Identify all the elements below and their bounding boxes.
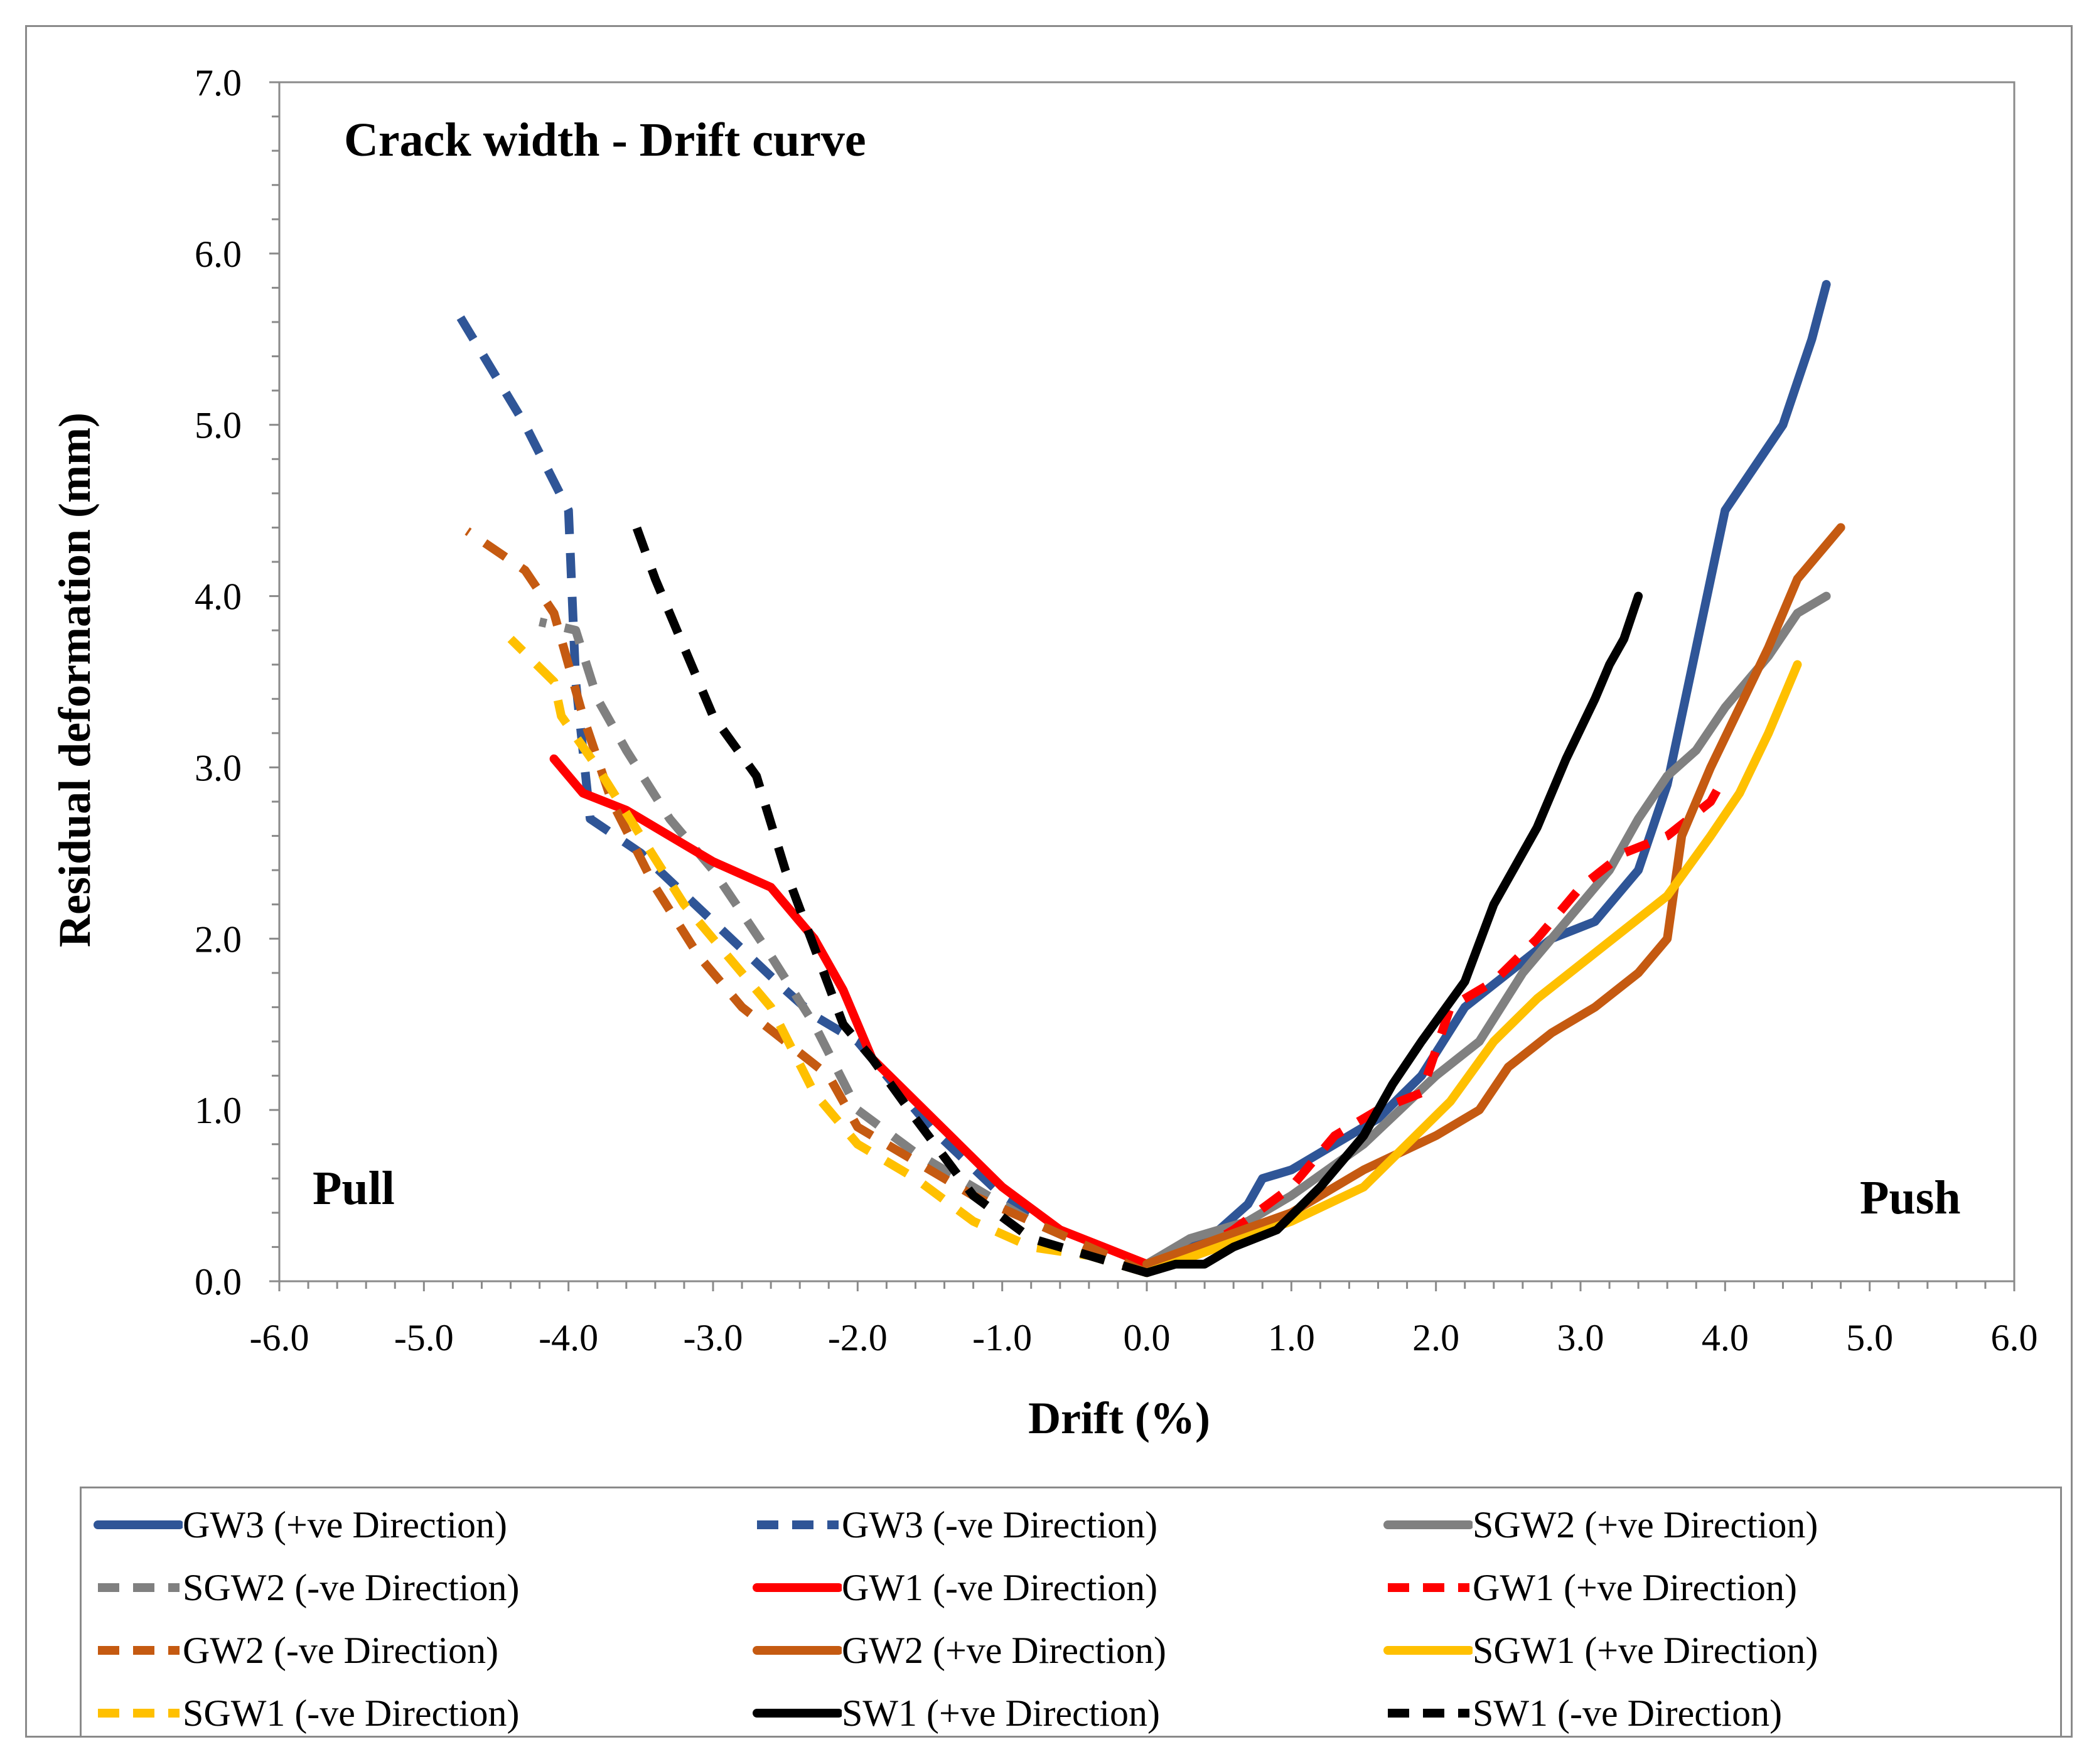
legend-label: GW1 (+ve Direction) (1473, 1566, 1797, 1608)
legend-item: GW3 (-ve Direction) (751, 1493, 1157, 1556)
legend-label: SW1 (+ve Direction) (842, 1692, 1161, 1734)
y-axis-label: Residual deformation (mm) (50, 412, 100, 947)
x-tick-label: -1.0 (972, 1317, 1032, 1358)
annotation-pull: Pull (313, 1162, 395, 1215)
legend-swatch (757, 1520, 839, 1529)
axes-layer: -6.0 -5.0 -4.0 -3.0 -2.0 -1.0 0.0 1.0 2.0 3.0 4.0 5… (195, 62, 2038, 1358)
y-tick-label: 0.0 (195, 1261, 242, 1303)
x-tick-label: 3.0 (1557, 1317, 1604, 1358)
legend-item: GW1 (-ve Direction) (751, 1556, 1157, 1619)
legend-swatch (1388, 1709, 1469, 1718)
legend-label: SW1 (-ve Direction) (1473, 1692, 1783, 1734)
legend-label: GW3 (-ve Direction) (842, 1503, 1158, 1546)
chart-frame: -6.0 -5.0 -4.0 -3.0 -2.0 -1.0 0.0 1.0 2.0 3.0 4.0 5… (25, 25, 2073, 1738)
legend-item: SGW1 (+ve Direction) (1382, 1619, 1818, 1682)
legend-label: GW2 (-ve Direction) (183, 1629, 499, 1671)
series-line-sgw2-ve-direction (538, 617, 1149, 1277)
x-tick-label: 4.0 (1702, 1317, 1749, 1358)
y-tick-label: 3.0 (195, 747, 242, 788)
series-line-gw3-ve-direction (1142, 280, 1831, 1269)
legend-label: SGW1 (-ve Direction) (183, 1692, 520, 1734)
x-tick-label: 2.0 (1412, 1317, 1459, 1358)
legend-swatch (98, 1646, 180, 1655)
x-tick-label: 5.0 (1846, 1317, 1893, 1358)
legend-item: SW1 (-ve Direction) (1382, 1682, 1782, 1745)
chart-title: Crack width - Drift curve (344, 114, 866, 166)
y-tick-label: 7.0 (195, 62, 242, 104)
legend-item: GW2 (+ve Direction) (751, 1619, 1166, 1682)
series-line-sgw1-ve-direction (507, 635, 1148, 1277)
chart-legend: GW3 (+ve Direction) GW3 (-ve Direction) SG… (80, 1487, 2062, 1738)
legend-item: SW1 (+ve Direction) (751, 1682, 1160, 1745)
x-tick-label: 6.0 (1991, 1317, 2038, 1358)
annotation-push: Push (1860, 1171, 1961, 1224)
x-tick-label: -4.0 (539, 1317, 598, 1358)
x-tick-label: 1.0 (1268, 1317, 1315, 1358)
legend-item: GW2 (-ve Direction) (92, 1619, 498, 1682)
legend-swatch (98, 1583, 180, 1592)
x-tick-label: 0.0 (1124, 1317, 1171, 1358)
y-tick-label: 5.0 (195, 405, 242, 446)
series-layer (449, 280, 1845, 1277)
y-tick-label: 4.0 (195, 576, 242, 618)
legend-label: GW1 (-ve Direction) (842, 1566, 1158, 1608)
legend-swatch (98, 1709, 180, 1718)
legend-item: GW1 (+ve Direction) (1382, 1556, 1797, 1619)
series-line-gw1-ve-direction (549, 754, 1151, 1269)
legend-item: GW3 (+ve Direction) (92, 1493, 507, 1556)
series-line-gw3-ve-direction (449, 303, 1149, 1277)
legend-label: SGW2 (+ve Direction) (1473, 1503, 1818, 1546)
x-tick-label: -2.0 (828, 1317, 888, 1358)
legend-item: SGW2 (-ve Direction) (92, 1556, 519, 1619)
legend-label: SGW1 (+ve Direction) (1473, 1629, 1818, 1671)
series-line-sgw1-ve-direction (1142, 660, 1802, 1277)
series-line-gw2-ve-direction (1142, 523, 1845, 1269)
series-line-sgw2-ve-direction (1142, 591, 1831, 1269)
legend-label: GW3 (+ve Direction) (183, 1503, 507, 1546)
legend-swatch (753, 1709, 842, 1718)
legend-swatch (753, 1646, 842, 1655)
legend-swatch (94, 1520, 183, 1529)
x-tick-label: -5.0 (394, 1317, 454, 1358)
legend-swatch (753, 1583, 842, 1592)
legend-item: SGW2 (+ve Direction) (1382, 1493, 1818, 1556)
series-line-gw2-ve-direction (464, 527, 1149, 1277)
y-tick-label: 2.0 (195, 918, 242, 960)
chart-plot: -6.0 -5.0 -4.0 -3.0 -2.0 -1.0 0.0 1.0 2.0 3.0 4.0 5… (50, 62, 2038, 1443)
x-tick-label: -6.0 (250, 1317, 309, 1358)
x-tick-label: -3.0 (684, 1317, 743, 1358)
legend-swatch (1383, 1646, 1473, 1655)
legend-item: SGW1 (-ve Direction) (92, 1682, 519, 1745)
legend-label: SGW2 (-ve Direction) (183, 1566, 520, 1608)
series-line-sw1-ve-direction (1142, 591, 1643, 1277)
y-tick-label: 6.0 (195, 234, 242, 275)
legend-swatch (1388, 1583, 1469, 1592)
legend-label: GW2 (+ve Direction) (842, 1629, 1166, 1671)
legend-swatch (1383, 1520, 1473, 1529)
y-tick-label: 1.0 (195, 1090, 242, 1131)
series-line-sw1-ve-direction (629, 517, 1148, 1277)
x-axis-label: Drift (%) (1028, 1393, 1210, 1443)
